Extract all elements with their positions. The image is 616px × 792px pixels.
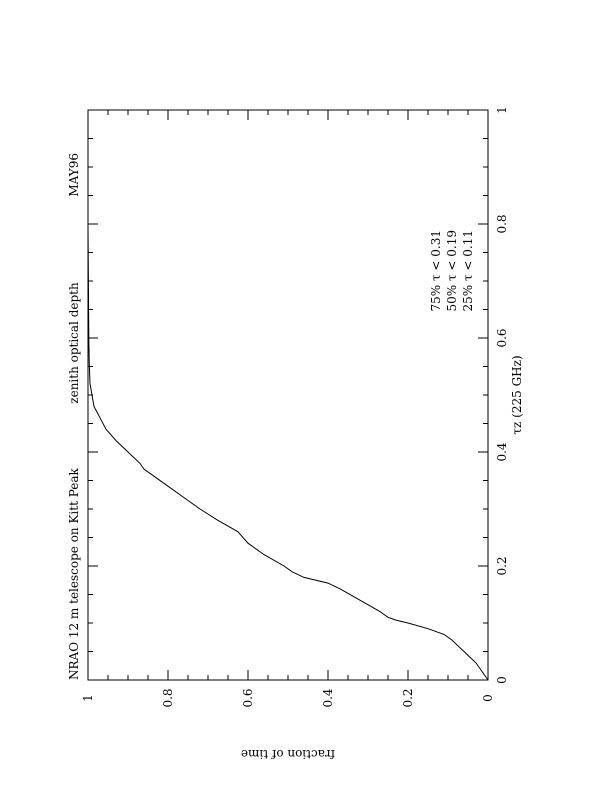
y-tick-label: 0: [481, 694, 495, 702]
chart-subtitle: zenith optical depth: [67, 282, 81, 404]
y-tick-label: 0.6: [241, 688, 255, 707]
y-tick-label: 0.4: [321, 688, 335, 707]
x-tick-label: 0: [495, 676, 509, 684]
x-axis-label: τz (225 GHz): [510, 355, 524, 434]
x-tick-label: 0.8: [495, 214, 509, 233]
y-axis-label: fraction of time: [241, 747, 335, 761]
y-tick-label: 1: [81, 694, 95, 702]
x-tick-label: 0.4: [495, 442, 509, 461]
plot-frame: [87, 109, 489, 681]
cumulative-distribution-line: [87, 110, 489, 681]
x-tick-label: 0.2: [495, 556, 509, 575]
annotation-50: 50% τ < 0.19: [445, 230, 459, 312]
chart-date-label: MAY96: [67, 153, 81, 197]
y-tick-label: 0.8: [161, 688, 175, 707]
x-tick-label: 1: [495, 106, 509, 114]
chart-title: NRAO 12 m telescope on Kitt Peak: [67, 467, 81, 680]
annotation-25: 25% τ < 0.11: [461, 230, 475, 312]
axis-ticks: [87, 109, 489, 681]
y-tick-label: 0.2: [401, 688, 415, 707]
tick-labels: 0 0.2 0.4 0.6 0.8 1 0 0.2 0.4 0.6 0.8 1: [81, 106, 509, 707]
x-tick-label: 0.6: [495, 328, 509, 347]
annotation-75: 75% τ < 0.31: [429, 230, 443, 312]
